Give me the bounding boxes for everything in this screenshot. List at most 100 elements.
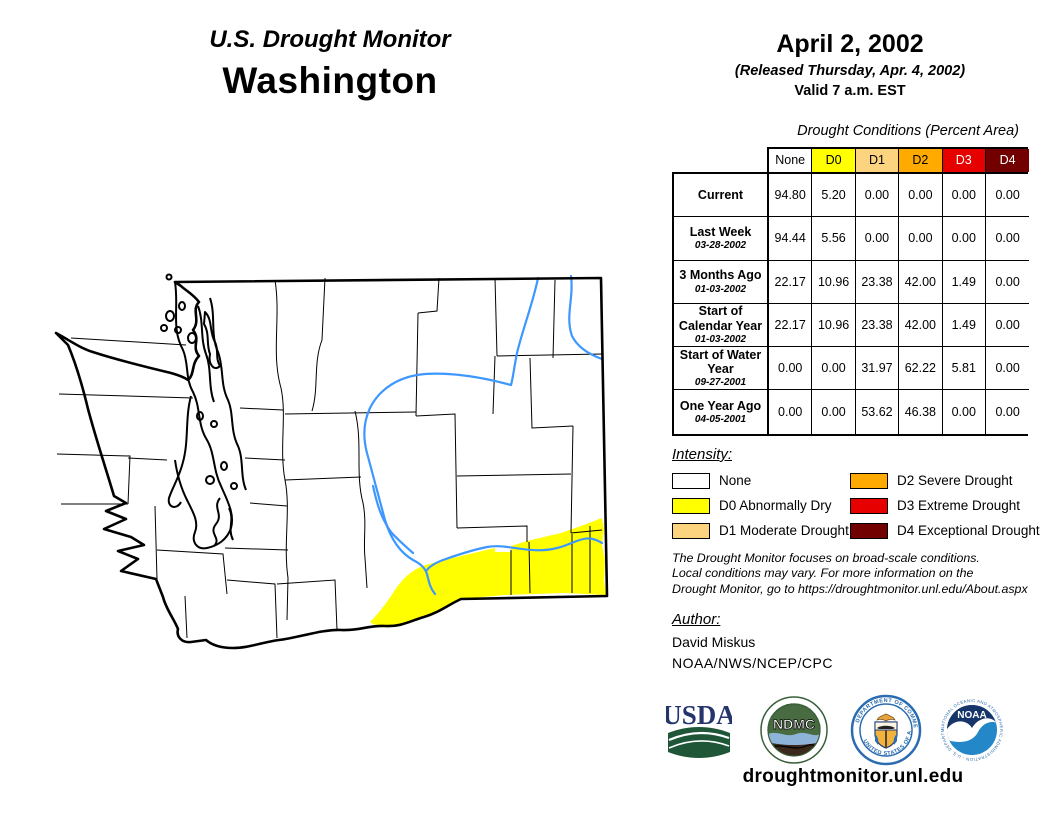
table-cell: 0.00 <box>942 174 986 218</box>
col-d4: D4 <box>985 149 1030 172</box>
legend-item-d1: D1 Moderate Drought <box>672 518 849 543</box>
table-cell: 23.38 <box>855 303 900 348</box>
table-row-label: Current <box>674 174 769 218</box>
footer-url: droughtmonitor.unl.edu <box>742 766 964 787</box>
d0-area <box>370 518 606 627</box>
table-cell: 46.38 <box>899 390 943 434</box>
table-cell: 1.49 <box>942 303 986 348</box>
noaa-wordmark: NOAA <box>957 710 986 721</box>
legend-item-d2: D2 Severe Drought <box>850 468 1040 493</box>
state-name: Washington <box>222 60 438 101</box>
river-columbia <box>363 372 513 596</box>
title-block: U.S. Drought Monitor Washington <box>80 26 580 102</box>
legend-item-d3: D3 Extreme Drought <box>850 493 1040 518</box>
legend-column-right: D2 Severe Drought D3 Extreme Drought D4 … <box>850 468 1040 543</box>
author-name: David Miskus <box>672 634 756 650</box>
river-yakima <box>371 484 415 555</box>
disclaimer-text: The Drought Monitor focuses on broad-sca… <box>672 551 1028 596</box>
puget-sound-detail <box>160 281 247 550</box>
table-cell: 94.80 <box>769 174 813 218</box>
d2-swatch <box>850 472 888 489</box>
table-cell: 42.00 <box>899 303 943 348</box>
ndmc-logo-icon: NATIONAL DROUGHT MITIGATION CENTER - UNI… <box>760 696 828 764</box>
table-cell: 5.20 <box>812 174 856 218</box>
report-title: U.S. Drought Monitor <box>209 26 451 53</box>
col-d0: D0 <box>812 149 856 172</box>
usda-field-shape <box>668 727 730 758</box>
legend-item-d4: D4 Exceptional Drought <box>850 518 1040 543</box>
col-d2: D2 <box>899 149 943 172</box>
author-organization: NOAA/NWS/NCEP/CPC <box>672 655 833 671</box>
table-cell: 10.96 <box>812 303 856 348</box>
table-cell: 0.00 <box>985 390 1030 434</box>
table-body: Current 94.80 5.20 0.00 0.00 0.00 0.00 L… <box>672 172 1030 436</box>
table-cell: 0.00 <box>942 217 986 261</box>
table-cell: 23.38 <box>855 260 900 304</box>
d3-swatch <box>850 497 888 514</box>
small-island <box>165 273 173 281</box>
doc-shield <box>874 713 898 749</box>
d4-swatch <box>850 522 888 539</box>
rivers <box>363 274 604 596</box>
table-cell: 5.56 <box>812 217 856 261</box>
table-cell: 0.00 <box>985 260 1030 304</box>
table-cell: 62.22 <box>899 347 943 391</box>
washington-drought-map <box>54 273 609 650</box>
author-heading: Author: <box>672 611 721 628</box>
table-row-label: Start of Calendar Year 01-03-2002 <box>674 303 769 348</box>
river-okanogan <box>509 276 540 387</box>
intensity-heading: Intensity: <box>672 446 733 463</box>
table-cell: 0.00 <box>769 390 813 434</box>
legend-item-none: None <box>672 468 849 493</box>
none-swatch <box>672 472 710 489</box>
table-cell: 42.00 <box>899 260 943 304</box>
legend-item-d0: D0 Abnormally Dry <box>672 493 849 518</box>
table-cell: 0.00 <box>812 347 856 391</box>
col-d1: D1 <box>855 149 900 172</box>
release-date: (Released Thursday, Apr. 4, 2002) <box>734 63 966 79</box>
table-cell: 0.00 <box>899 174 943 218</box>
table-cell: 1.49 <box>942 260 986 304</box>
table-cell: 0.00 <box>942 390 986 434</box>
table-cell: 10.96 <box>812 260 856 304</box>
table-cell: 0.00 <box>855 217 900 261</box>
commerce-seal-icon: DEPARTMENT OF COMMERCE UNITED STATES OF … <box>850 694 922 766</box>
table-row-label: Start of Water Year 09-27-2001 <box>674 347 769 391</box>
table-header-row: None D0 D1 D2 D3 D4 <box>767 147 1030 172</box>
table-cell: 0.00 <box>985 347 1030 391</box>
table-row-label: 3 Months Ago 01-03-2002 <box>674 260 769 304</box>
map-date: April 2, 2002 <box>776 30 924 58</box>
table-cell: 22.17 <box>769 260 813 304</box>
table-cell: 0.00 <box>899 217 943 261</box>
valid-time: Valid 7 a.m. EST <box>794 83 906 99</box>
noaa-logo-icon: NATIONAL OCEANIC AND ATMOSPHERIC ADMINIS… <box>938 696 1005 763</box>
table-cell: 0.00 <box>985 303 1030 348</box>
drought-conditions-table: None D0 D1 D2 D3 D4 Current 94.80 5.20 0… <box>672 147 1030 436</box>
table-row-label: One Year Ago 04-05-2001 <box>674 390 769 434</box>
table-cell: 22.17 <box>769 303 813 348</box>
table-cell: 0.00 <box>855 174 900 218</box>
usda-wordmark: USDA <box>666 700 732 730</box>
noaa-emblem <box>947 705 997 755</box>
date-block: April 2, 2002 (Released Thursday, Apr. 4… <box>670 30 1030 99</box>
river-pend-oreille <box>568 274 604 361</box>
d0-swatch <box>672 497 710 514</box>
river-snake <box>425 537 604 572</box>
table-cell: 0.00 <box>769 347 813 391</box>
usda-logo-icon: USDA <box>666 700 732 758</box>
d1-swatch <box>672 522 710 539</box>
table-cell: 94.44 <box>769 217 813 261</box>
state-outline <box>54 273 609 650</box>
table-cell: 5.81 <box>942 347 986 391</box>
legend-column-left: None D0 Abnormally Dry D1 Moderate Droug… <box>672 468 849 543</box>
county-borders <box>56 277 603 639</box>
table-cell: 0.00 <box>985 217 1030 261</box>
table-cell: 0.00 <box>812 390 856 434</box>
table-title: Drought Conditions (Percent Area) <box>797 123 1019 139</box>
table-cell: 53.62 <box>855 390 900 434</box>
col-none: None <box>769 149 813 172</box>
table-row-label: Last Week 03-28-2002 <box>674 217 769 261</box>
ndmc-wordmark: NDMC <box>773 716 815 732</box>
table-cell: 0.00 <box>985 174 1030 218</box>
